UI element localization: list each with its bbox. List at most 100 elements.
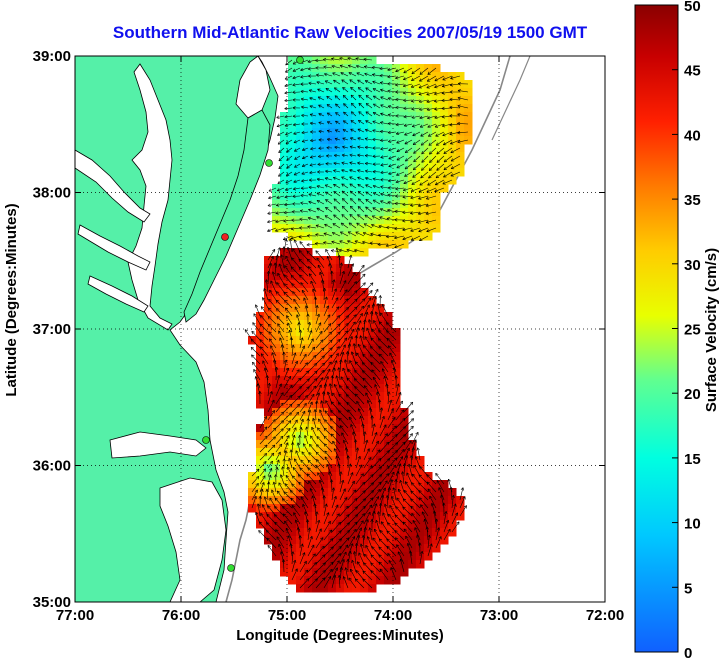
velocity-arrow-head [331, 401, 335, 404]
velocity-cell [280, 536, 289, 545]
velocity-cell [272, 392, 281, 401]
velocity-arrow-head [394, 514, 397, 518]
velocity-arrow-head [372, 81, 375, 84]
velocity-arrow [395, 449, 405, 461]
velocity-arrow [278, 155, 285, 162]
velocity-arrow [435, 179, 445, 186]
velocity-arrow-head [358, 103, 361, 107]
velocity-arrow [339, 323, 349, 333]
velocity-arrow-head [254, 489, 258, 492]
velocity-arrow-head [277, 141, 280, 145]
velocity-arrow-head [267, 324, 270, 328]
velocity-arrow-head [298, 322, 301, 326]
velocity-arrow-head [372, 74, 375, 77]
velocity-cell [256, 376, 265, 385]
velocity-arrow-head [252, 361, 256, 364]
velocity-arrow-head [301, 163, 305, 167]
velocity-cell [328, 208, 337, 217]
velocity-arrow [387, 75, 397, 78]
velocity-arrow [380, 163, 389, 166]
velocity-arrow-head [346, 386, 348, 390]
velocity-cell [384, 112, 393, 121]
velocity-arrow-head [302, 410, 306, 413]
velocity-arrow-head [449, 106, 453, 110]
velocity-arrow-head [277, 451, 281, 454]
velocity-arrow-head [412, 410, 414, 414]
velocity-arrow-head [380, 96, 383, 100]
velocity-arrow [318, 130, 325, 133]
velocity-cell [368, 112, 377, 121]
velocity-cell [448, 520, 457, 529]
velocity-arrow [367, 536, 373, 549]
velocity-cell [320, 368, 329, 377]
velocity-cell [344, 576, 353, 585]
velocity-arrow-head [385, 441, 389, 444]
velocity-arrow-head [316, 400, 319, 404]
velocity-arrow [295, 450, 301, 461]
velocity-cell [328, 144, 337, 153]
velocity-arrow-head [370, 337, 374, 340]
velocity-cell [368, 128, 377, 137]
velocity-arrow-head [324, 456, 328, 459]
velocity-arrow-head [288, 458, 290, 462]
velocity-arrow-head [354, 248, 358, 251]
velocity-arrow-head [410, 228, 413, 232]
velocity-cell [344, 128, 353, 137]
velocity-arrow-head [346, 537, 350, 540]
velocity-arrow [287, 246, 293, 261]
velocity-cell [312, 304, 321, 313]
velocity-arrow [435, 171, 445, 179]
velocity-arrow-head [338, 249, 342, 253]
velocity-arrow-head [308, 193, 312, 197]
velocity-arrow-head [264, 435, 268, 438]
velocity-arrow-head [292, 92, 296, 94]
velocity-cell [344, 240, 353, 249]
velocity-arrow-head [388, 164, 391, 167]
velocity-cell [400, 440, 409, 449]
velocity-cell [384, 352, 393, 361]
velocity-arrow-head [441, 116, 445, 119]
velocity-arrow-head [309, 105, 313, 107]
velocity-arrow-head [410, 490, 414, 493]
velocity-arrow-head [379, 399, 382, 403]
velocity-arrow-head [419, 78, 422, 82]
velocity-arrow [378, 321, 389, 333]
velocity-arrow-head [442, 86, 446, 88]
velocity-arrow-head [395, 195, 399, 198]
velocity-arrow-head [365, 392, 369, 395]
velocity-arrow-head [372, 474, 374, 478]
velocity-arrow-head [380, 495, 384, 498]
velocity-arrow-head [387, 76, 391, 79]
velocity-arrow-head [287, 535, 289, 539]
velocity-cell [400, 168, 409, 177]
velocity-arrow [363, 311, 368, 325]
velocity-arrow-head [334, 87, 336, 91]
velocity-arrow [410, 219, 421, 223]
velocity-cell [448, 504, 457, 513]
velocity-arrow-head [270, 452, 274, 455]
velocity-arrow-head [318, 418, 322, 421]
velocity-arrow [410, 227, 421, 232]
velocity-arrow-head [402, 514, 404, 518]
velocity-arrow-head [299, 427, 302, 430]
velocity-arrow-head [326, 296, 328, 300]
velocity-arrow [308, 186, 317, 189]
velocity-arrow-head [307, 226, 311, 229]
velocity-arrow-head [321, 391, 324, 395]
velocity-cell [392, 136, 401, 145]
velocity-arrow-head [331, 240, 335, 242]
velocity-arrow-head [316, 451, 320, 454]
velocity-arrow [331, 339, 341, 349]
velocity-cell [280, 264, 289, 273]
velocity-arrow-head [300, 193, 304, 196]
velocity-arrow-head [426, 189, 429, 193]
velocity-cell [416, 80, 425, 89]
velocity-arrow [418, 482, 429, 493]
velocity-arrow-head [286, 172, 289, 176]
velocity-cell [416, 176, 425, 185]
velocity-arrow [349, 146, 357, 149]
velocity-arrow-head [412, 426, 414, 430]
velocity-arrow-head [353, 281, 357, 283]
velocity-arrow-head [403, 91, 406, 94]
velocity-arrow-head [357, 169, 361, 171]
